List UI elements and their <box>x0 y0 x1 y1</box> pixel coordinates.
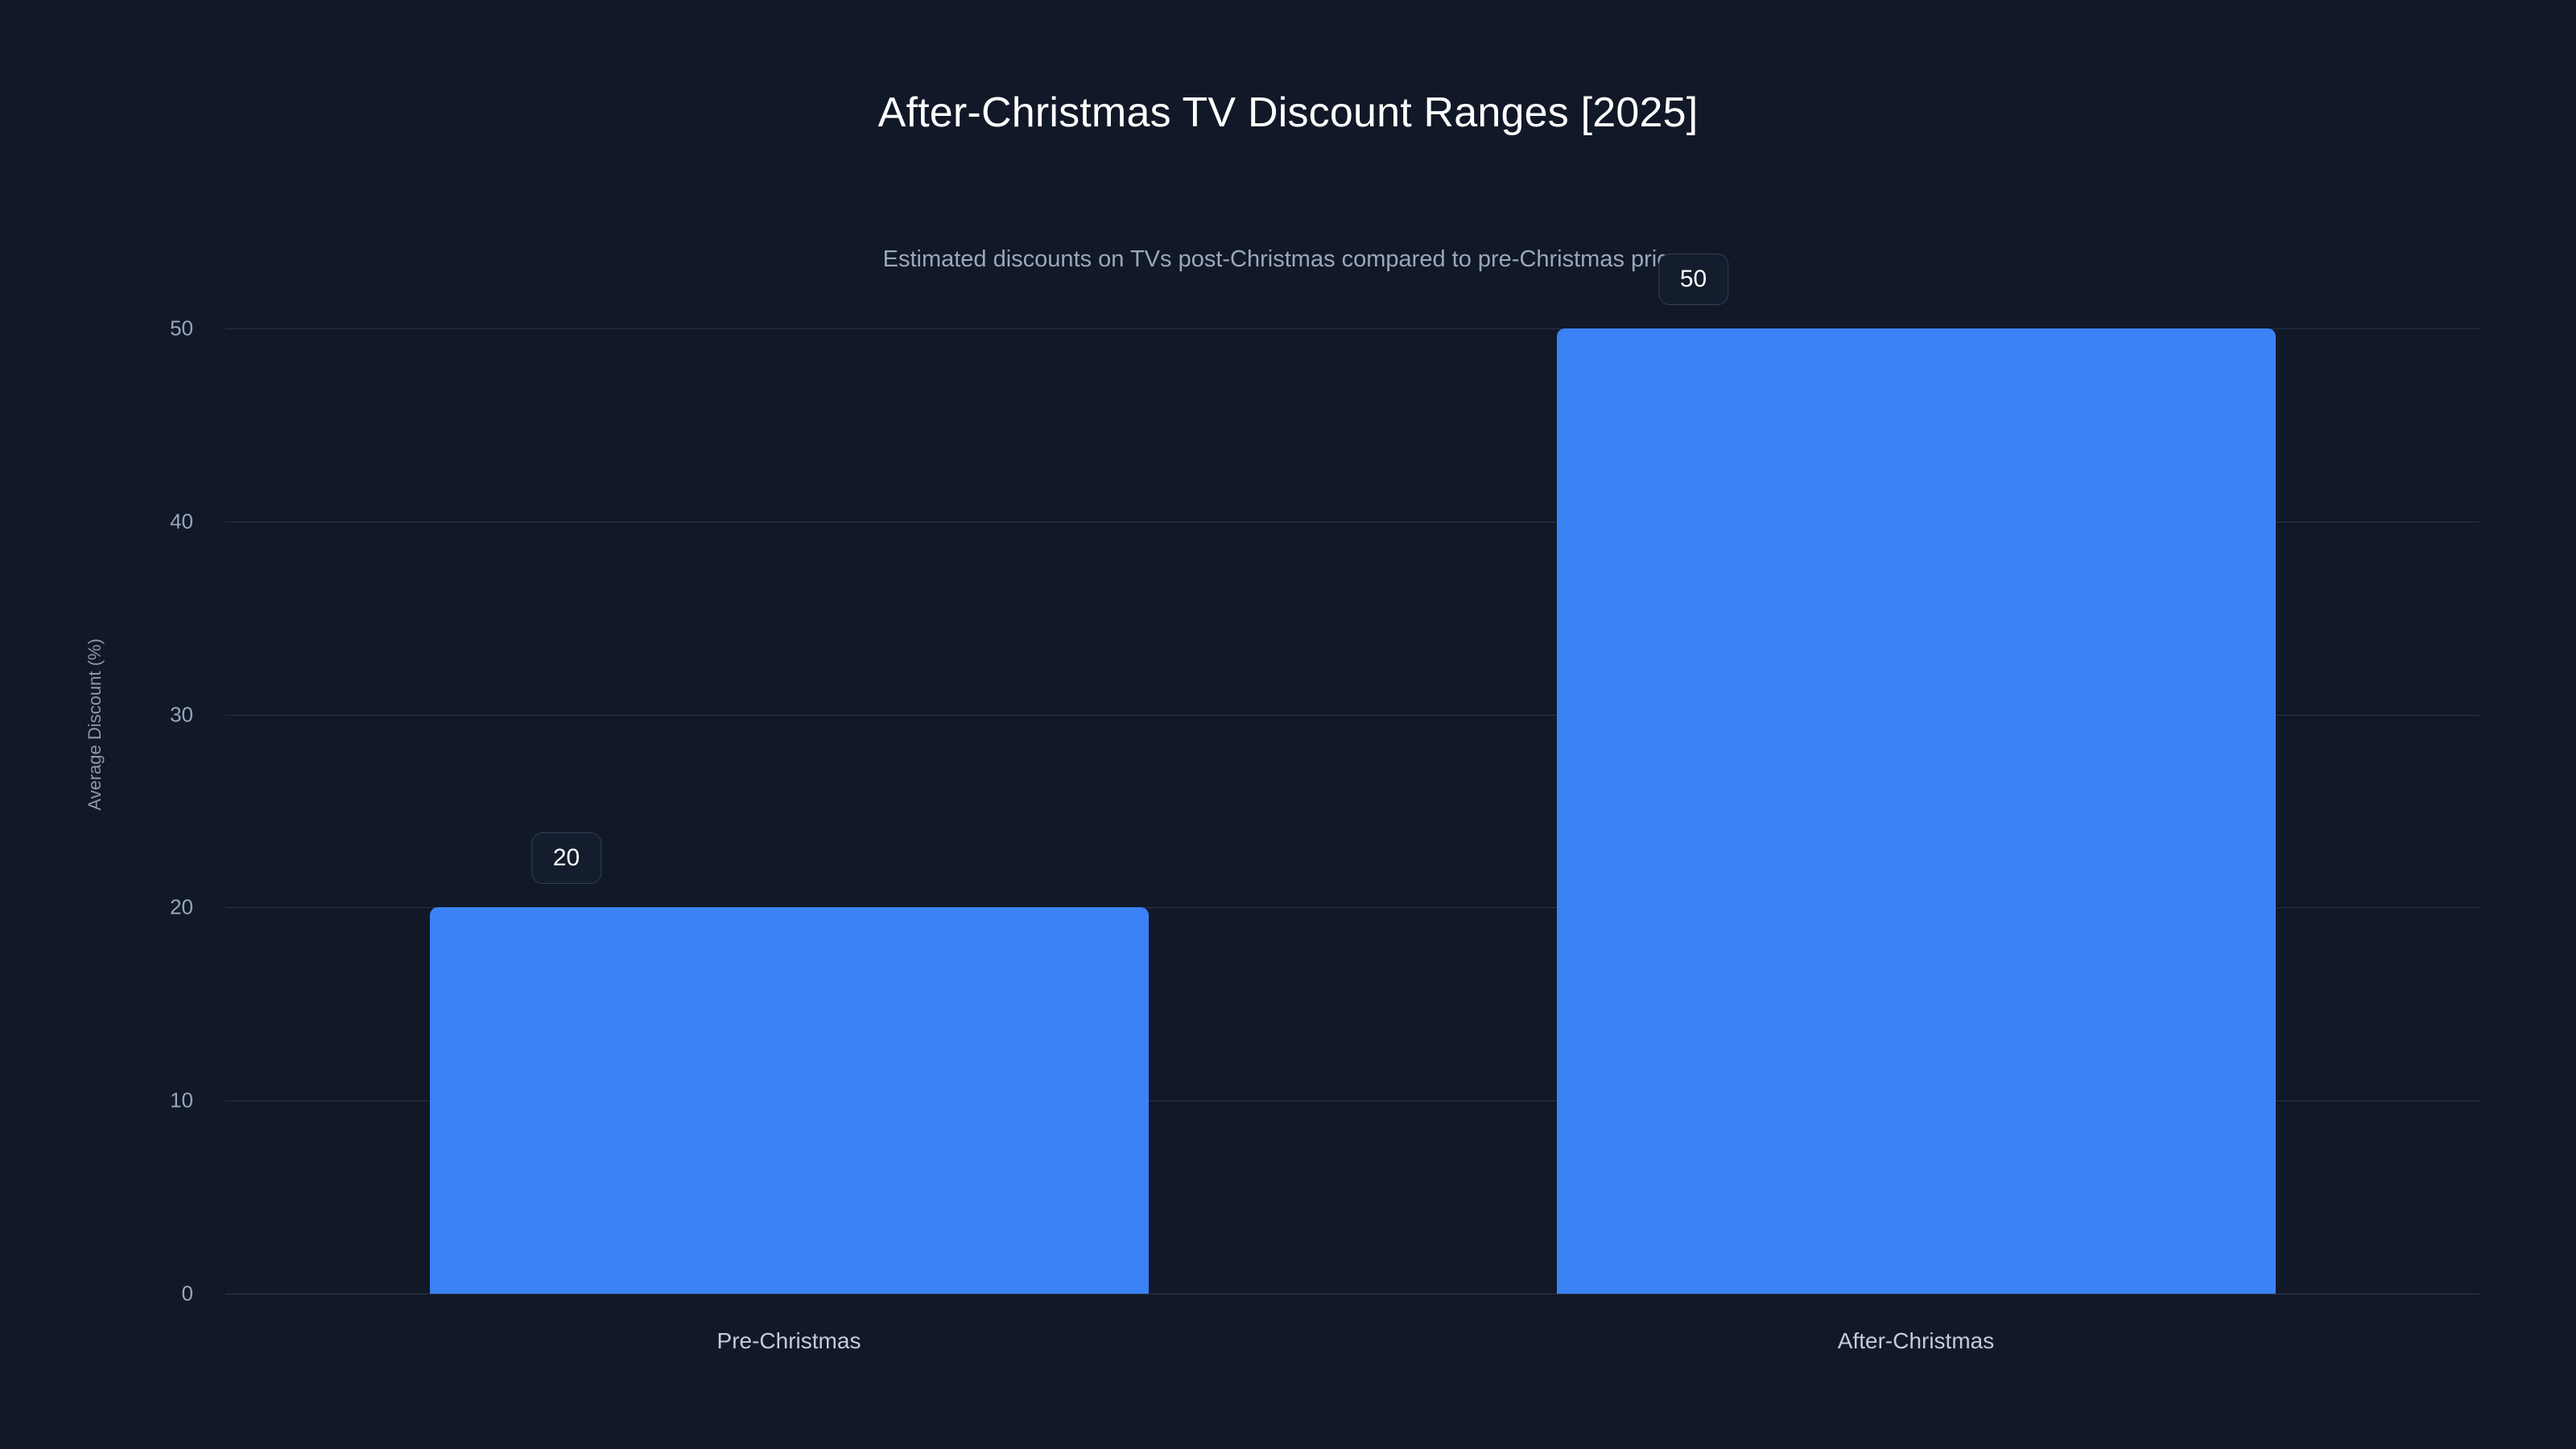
gridline <box>225 1100 2479 1102</box>
y-axis-tick-label: 0 <box>181 1281 193 1306</box>
bar-after-christmas[interactable] <box>1556 328 2276 1294</box>
chart-subtitle: Estimated discounts on TVs post-Christma… <box>882 246 1694 272</box>
x-axis-tick-label: Pre-Christmas <box>716 1328 861 1353</box>
gridline <box>225 907 2479 909</box>
x-axis-tick-label: After-Christmas <box>1837 1328 1995 1353</box>
gridline <box>225 328 2479 329</box>
y-axis-tick-label: 30 <box>170 702 193 727</box>
plot-area <box>225 328 2479 1294</box>
value-badge: 20 <box>530 832 602 885</box>
y-axis-tick-label: 10 <box>170 1088 193 1113</box>
value-badge: 50 <box>1657 254 1729 305</box>
y-axis-tick-label: 50 <box>170 316 193 341</box>
y-axis-tick-label: 40 <box>170 509 193 534</box>
bar-pre-christmas[interactable] <box>429 907 1149 1294</box>
y-axis-tick-label: 20 <box>170 894 193 919</box>
gridline <box>225 714 2479 716</box>
chart-title: After-Christmas TV Discount Ranges [2025… <box>877 89 1699 136</box>
